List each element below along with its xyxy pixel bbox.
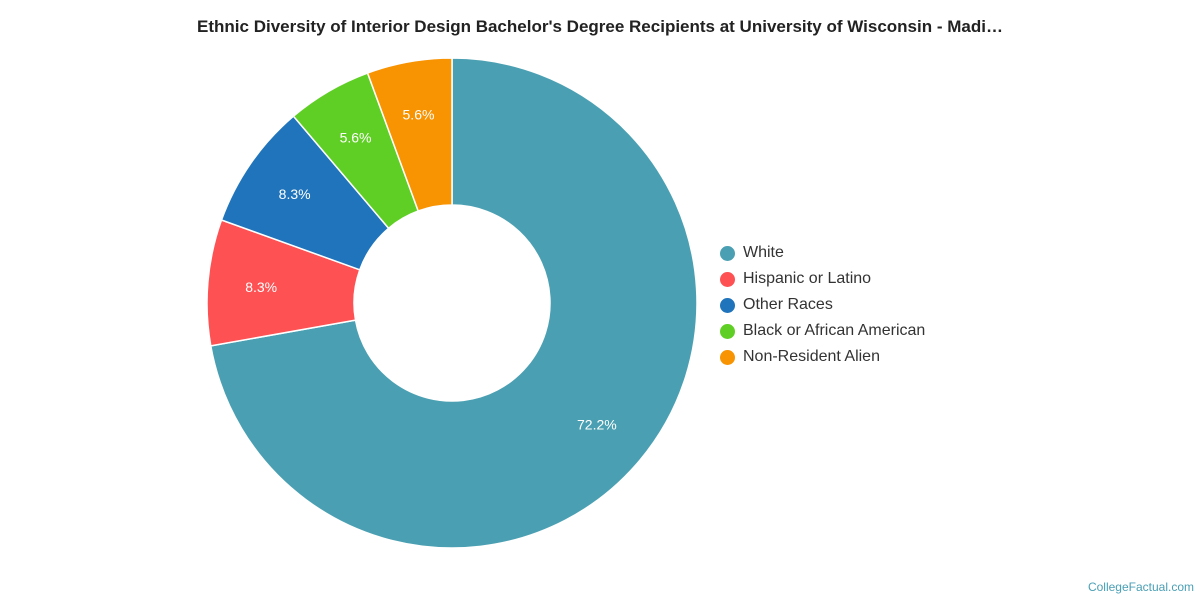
slice-label-black-or-african-american: 5.6% — [340, 130, 372, 146]
slice-non-resident-alien[interactable] — [366, 57, 453, 212]
chart-legend: White Hispanic or Latino Other Races Black … — [720, 240, 925, 370]
legend-marker-icon — [720, 271, 735, 287]
legend-label: White — [743, 244, 784, 261]
legend-marker-icon — [720, 297, 735, 313]
legend-marker-icon — [720, 349, 735, 365]
slice-label-non-resident-alien: 5.6% — [403, 106, 435, 122]
legend-item-other-races[interactable]: Other Races — [720, 292, 925, 318]
slice-label-hispanic-or-latino: 8.3% — [245, 279, 277, 295]
legend-item-non-resident-alien[interactable]: Non-Resident Alien — [720, 344, 925, 370]
legend-label: Other Races — [743, 296, 833, 313]
legend-marker-icon — [720, 245, 735, 261]
legend-marker-icon — [720, 323, 735, 339]
legend-label: Hispanic or Latino — [743, 270, 872, 287]
slice-label-white: 72.2% — [577, 416, 617, 432]
legend-label: Black or African American — [743, 322, 926, 339]
chart-title: Ethnic Diversity of Interior Design Bach… — [197, 17, 1003, 36]
slice-white[interactable] — [209, 57, 698, 549]
slice-label-other-races: 8.3% — [279, 186, 311, 202]
source-credit-link[interactable]: CollegeFactual.com — [1087, 580, 1194, 594]
legend-item-white[interactable]: White — [720, 240, 925, 266]
legend-label: Non-Resident Alien — [743, 348, 880, 365]
legend-item-black-or-african-american[interactable]: Black or African American — [720, 318, 925, 344]
legend-item-hispanic-or-latino[interactable]: Hispanic or Latino — [720, 266, 925, 292]
